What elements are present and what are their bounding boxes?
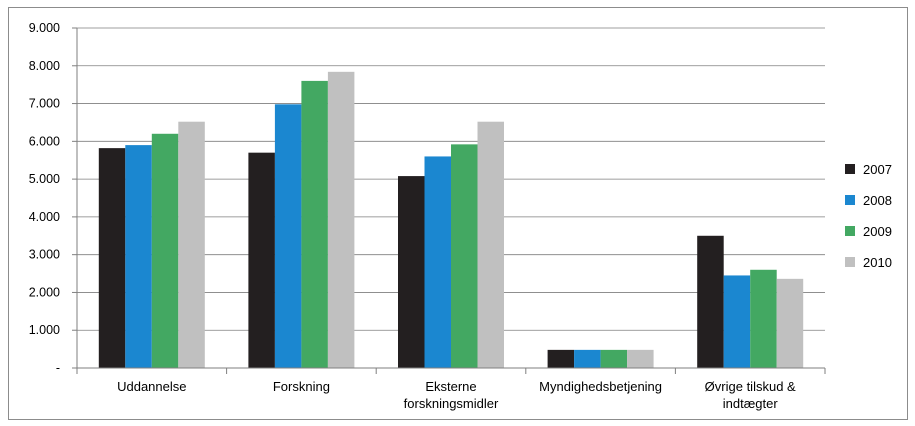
bar-2010-0 bbox=[178, 121, 205, 368]
bar-2010-4 bbox=[776, 278, 804, 368]
y-tick-label: 4.000 bbox=[29, 210, 60, 224]
legend-swatch bbox=[845, 164, 855, 174]
bar-2007-4 bbox=[697, 235, 724, 368]
bar-2010-1 bbox=[327, 71, 355, 369]
legend-swatch bbox=[845, 226, 855, 236]
bar-2008-4 bbox=[723, 275, 751, 368]
legend-label: 2007 bbox=[863, 162, 892, 177]
bars bbox=[98, 71, 804, 369]
y-tick-label: 1.000 bbox=[29, 323, 60, 337]
x-category-label: Eksterne bbox=[425, 379, 476, 394]
bar-2009-1 bbox=[301, 80, 328, 368]
y-tick-label: 6.000 bbox=[29, 134, 60, 148]
x-category-label: Forskning bbox=[273, 379, 330, 394]
bar-2008-2 bbox=[424, 156, 451, 368]
bar-2007-2 bbox=[398, 176, 425, 368]
legend-label: 2008 bbox=[863, 193, 892, 208]
x-axis bbox=[76, 367, 826, 374]
bar-2008-1 bbox=[274, 104, 302, 369]
legend: 2007 2008 2009 2010 bbox=[845, 162, 892, 270]
bar-2008-3 bbox=[574, 349, 601, 368]
y-tick-label: 9.000 bbox=[29, 21, 60, 35]
bar-2010-2 bbox=[477, 121, 504, 368]
legend-swatch bbox=[845, 257, 855, 267]
bar-2008-0 bbox=[125, 145, 152, 368]
y-tick-label: - bbox=[56, 361, 60, 375]
bar-2009-0 bbox=[151, 133, 179, 368]
x-category-label: Øvrige tilskud & bbox=[705, 379, 796, 394]
y-tick-label: 8.000 bbox=[29, 59, 60, 73]
x-category-label: forskningsmidler bbox=[404, 396, 499, 411]
legend-label: 2009 bbox=[863, 224, 892, 239]
bar-2009-4 bbox=[750, 269, 777, 368]
bar-2007-0 bbox=[98, 148, 126, 368]
legend-swatch bbox=[845, 195, 855, 205]
bar-2009-3 bbox=[600, 349, 628, 368]
x-category-label: indtægter bbox=[723, 396, 779, 411]
x-category-label: Myndighedsbetjening bbox=[539, 379, 662, 394]
bar-2010-3 bbox=[627, 349, 654, 368]
y-tick-label: 2.000 bbox=[29, 285, 60, 299]
x-axis-labels: Uddannelse Forskning Eksterne forskningsmid… bbox=[117, 379, 796, 411]
y-axis-ticks: - 1.000 2.000 3.000 4.000 5.000 6.000 7.000 8.00… bbox=[29, 21, 78, 375]
y-tick-label: 3.000 bbox=[29, 248, 60, 262]
y-tick-label: 7.000 bbox=[29, 97, 60, 111]
y-tick-label: 5.000 bbox=[29, 172, 60, 186]
bar-2007-1 bbox=[248, 152, 275, 368]
x-category-label: Uddannelse bbox=[117, 379, 186, 394]
bar-2009-2 bbox=[451, 144, 478, 368]
bar-2007-3 bbox=[547, 349, 575, 368]
legend-label: 2010 bbox=[863, 255, 892, 270]
